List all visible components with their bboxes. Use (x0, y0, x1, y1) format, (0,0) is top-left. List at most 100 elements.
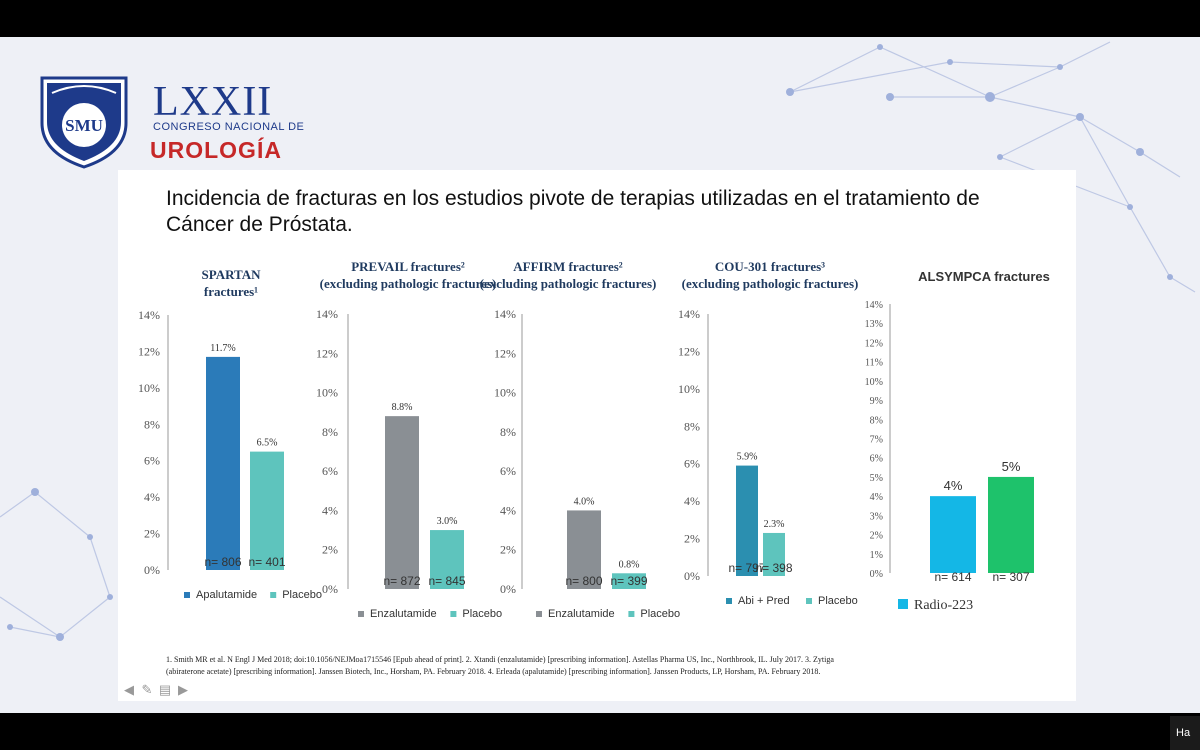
legend-swatch (806, 598, 812, 604)
y-tick-label: 4% (870, 492, 883, 503)
legend-label: Radio-223 (914, 598, 973, 613)
y-tick-label: 0% (870, 569, 883, 580)
y-tick-label: 12% (865, 338, 883, 349)
y-tick-label: 6% (144, 454, 160, 468)
legend-label: Enzalutamide (370, 608, 437, 620)
n-label: n= 398 (755, 561, 792, 575)
legend-swatch (358, 611, 364, 617)
slide-title: Incidencia de fracturas en los estudios … (166, 187, 980, 236)
data-label: 4% (944, 478, 963, 493)
y-tick-label: 9% (870, 396, 883, 407)
arrow-right-icon[interactable]: ▶ (178, 682, 188, 697)
data-label: 4.0% (574, 496, 595, 507)
y-tick-label: 4% (500, 503, 516, 517)
y-tick-label: 8% (500, 425, 516, 439)
y-tick-label: 4% (144, 490, 160, 504)
top-bar (0, 0, 1200, 37)
congress-specialty: UROLOGÍA (150, 137, 282, 163)
y-tick-label: 8% (144, 417, 160, 431)
y-tick-label: 14% (494, 307, 516, 321)
y-tick-label: 12% (494, 346, 516, 360)
chart-title: AFFIRM fractures² (513, 259, 623, 274)
footnotes: 1. Smith MR et al. N Engl J Med 2018; do… (166, 654, 1046, 678)
data-label: 0.8% (619, 559, 640, 570)
legend-label: Abi + Pred (738, 595, 790, 607)
legend-swatch (184, 592, 190, 598)
n-label: n= 872 (383, 574, 420, 588)
data-label: 6.5% (257, 438, 278, 449)
y-tick-label: 0% (500, 582, 516, 596)
data-label: 8.8% (392, 402, 413, 413)
footnote-line-1: 1. Smith MR et al. N Engl J Med 2018; do… (166, 655, 834, 664)
bar (206, 356, 240, 570)
corner-button[interactable]: Ha (1170, 716, 1200, 750)
y-tick-label: 2% (870, 531, 883, 542)
chart-subtitle: (excluding pathologic fractures) (480, 276, 657, 291)
y-tick-label: 6% (870, 454, 883, 465)
chart-subtitle: fractures¹ (204, 284, 258, 299)
y-tick-label: 2% (500, 543, 516, 557)
chart-title: PREVAIL fractures² (351, 259, 465, 274)
slide: Incidencia de fracturas en los estudios … (118, 170, 1076, 701)
y-tick-label: 0% (684, 569, 700, 583)
y-tick-label: 5% (870, 473, 883, 484)
legend-swatch (726, 598, 732, 604)
congress-number: LXXII (153, 79, 273, 125)
pen-icon[interactable]: ✎ (141, 682, 153, 697)
n-label: n= 307 (992, 570, 1029, 584)
n-label: n= 614 (934, 570, 971, 584)
y-tick-label: 10% (138, 381, 160, 395)
y-tick-label: 14% (678, 307, 700, 321)
data-label: 11.7% (210, 343, 235, 354)
y-tick-label: 2% (684, 532, 700, 546)
arrow-left-icon[interactable]: ◀ (124, 682, 134, 697)
y-tick-label: 6% (500, 464, 516, 478)
chart-title: COU-301 fractures³ (715, 259, 825, 274)
legend-swatch (898, 599, 908, 609)
legend-swatch (536, 611, 542, 617)
fracture-charts: SPARTAN fractures¹ 0% 2% 4% 6% 8% 10% 12% 14% 11.7… (138, 259, 1050, 620)
chart-subtitle: (excluding pathologic fractures) (320, 276, 497, 291)
y-tick-label: 6% (684, 457, 700, 471)
y-tick-label: 10% (494, 386, 516, 400)
legend-label: Placebo (818, 595, 858, 607)
n-label: n= 845 (428, 574, 465, 588)
legend-swatch (628, 611, 635, 617)
smu-logo: SMU (40, 76, 128, 169)
bar (612, 573, 646, 589)
bar (988, 476, 1034, 573)
y-tick-label: 12% (316, 346, 338, 360)
y-tick-label: 10% (865, 377, 883, 388)
y-tick-label: 7% (870, 435, 883, 446)
bar (736, 465, 758, 576)
legend-label: Apalutamide (196, 589, 257, 601)
data-label: 3.0% (437, 516, 458, 527)
bar (385, 416, 419, 589)
y-tick-label: 14% (316, 307, 338, 321)
y-tick-label: 4% (684, 494, 700, 508)
y-tick-label: 2% (144, 527, 160, 541)
chart-subtitle: (excluding pathologic fractures) (682, 276, 859, 291)
footnote-line-2: (abiraterone acetate) [prescribing infor… (166, 667, 821, 676)
network-background (0, 41, 1196, 641)
y-tick-label: 1% (870, 550, 883, 561)
y-tick-label: 3% (870, 511, 883, 522)
data-label: 5.9% (737, 452, 758, 463)
bar (567, 510, 601, 589)
data-label: 2.3% (764, 519, 785, 530)
y-tick-label: 14% (865, 300, 883, 311)
n-label: n= 806 (204, 555, 241, 569)
y-tick-label: 10% (316, 386, 338, 400)
notes-icon[interactable]: ▤ (158, 682, 172, 697)
legend-label: Enzalutamide (548, 608, 615, 620)
legend-label: Placebo (462, 608, 502, 620)
logo-text: SMU (65, 116, 103, 135)
congress-subtitle: CONGRESO NACIONAL DE (153, 121, 305, 133)
n-label: n= 401 (248, 555, 285, 569)
y-tick-label: 12% (678, 344, 700, 358)
y-tick-label: 8% (684, 419, 700, 433)
bar (430, 530, 464, 589)
bottom-bar (0, 713, 1200, 750)
data-label: 5% (1002, 459, 1021, 474)
legend-label: Placebo (640, 608, 680, 620)
